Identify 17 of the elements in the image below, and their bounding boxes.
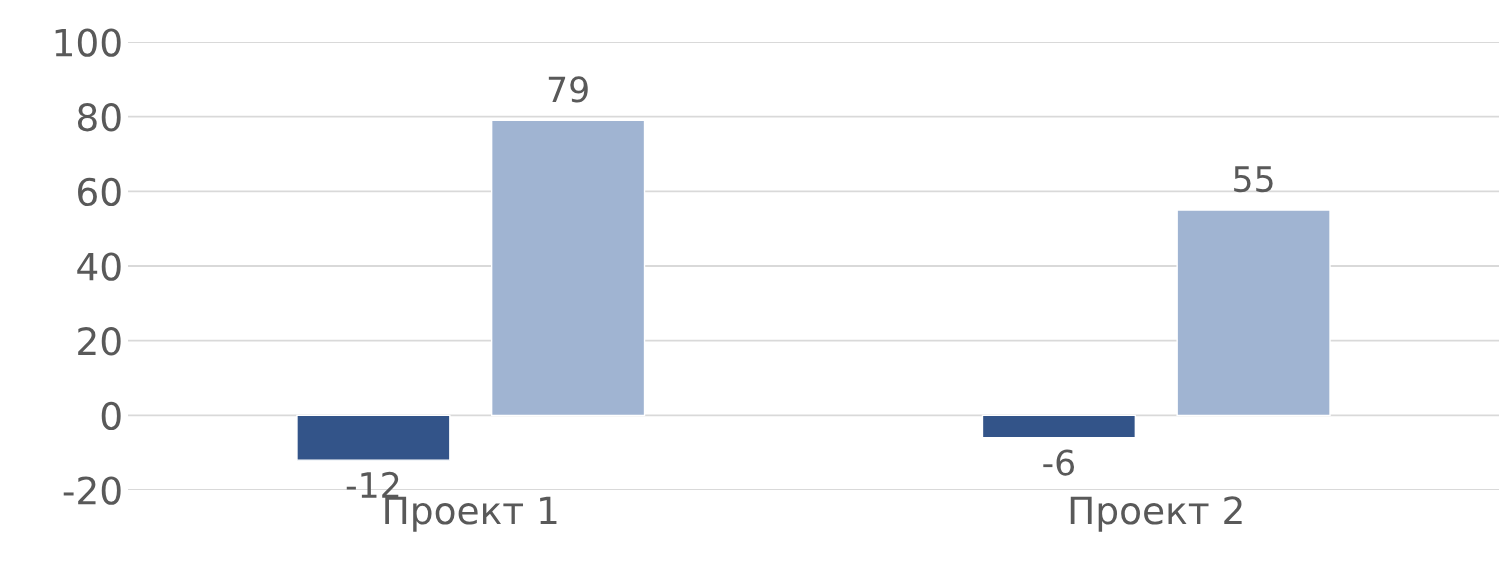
x-tick-label: Проект 2 xyxy=(1070,496,1242,532)
y-tick-label: 40 xyxy=(77,252,121,281)
y-tick-label: 20 xyxy=(78,327,121,356)
y-tick-label: 80 xyxy=(77,103,121,132)
y-tick-label: -20 xyxy=(63,476,121,505)
bar xyxy=(490,119,646,417)
data-label: -6 xyxy=(1043,449,1075,476)
y-tick-label: 0 xyxy=(101,401,121,431)
bar xyxy=(981,414,1137,439)
y-tick-label: 60 xyxy=(78,177,121,207)
data-label: -12 xyxy=(346,471,399,498)
y-tick-label: 100 xyxy=(55,28,121,57)
x-tick-label: Проект 1 xyxy=(385,496,557,532)
data-label: 79 xyxy=(548,76,588,103)
bar xyxy=(1176,209,1331,417)
bar xyxy=(296,414,451,461)
data-label: 55 xyxy=(1234,166,1273,193)
